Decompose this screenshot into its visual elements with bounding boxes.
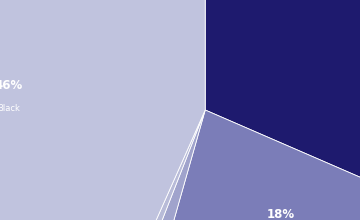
Text: Black: Black	[0, 104, 20, 113]
Wedge shape	[205, 0, 360, 220]
Text: 18%: 18%	[267, 208, 295, 220]
Wedge shape	[128, 110, 205, 220]
Text: 46%: 46%	[0, 79, 22, 92]
Wedge shape	[0, 0, 205, 220]
Wedge shape	[118, 110, 205, 220]
Wedge shape	[149, 110, 360, 220]
